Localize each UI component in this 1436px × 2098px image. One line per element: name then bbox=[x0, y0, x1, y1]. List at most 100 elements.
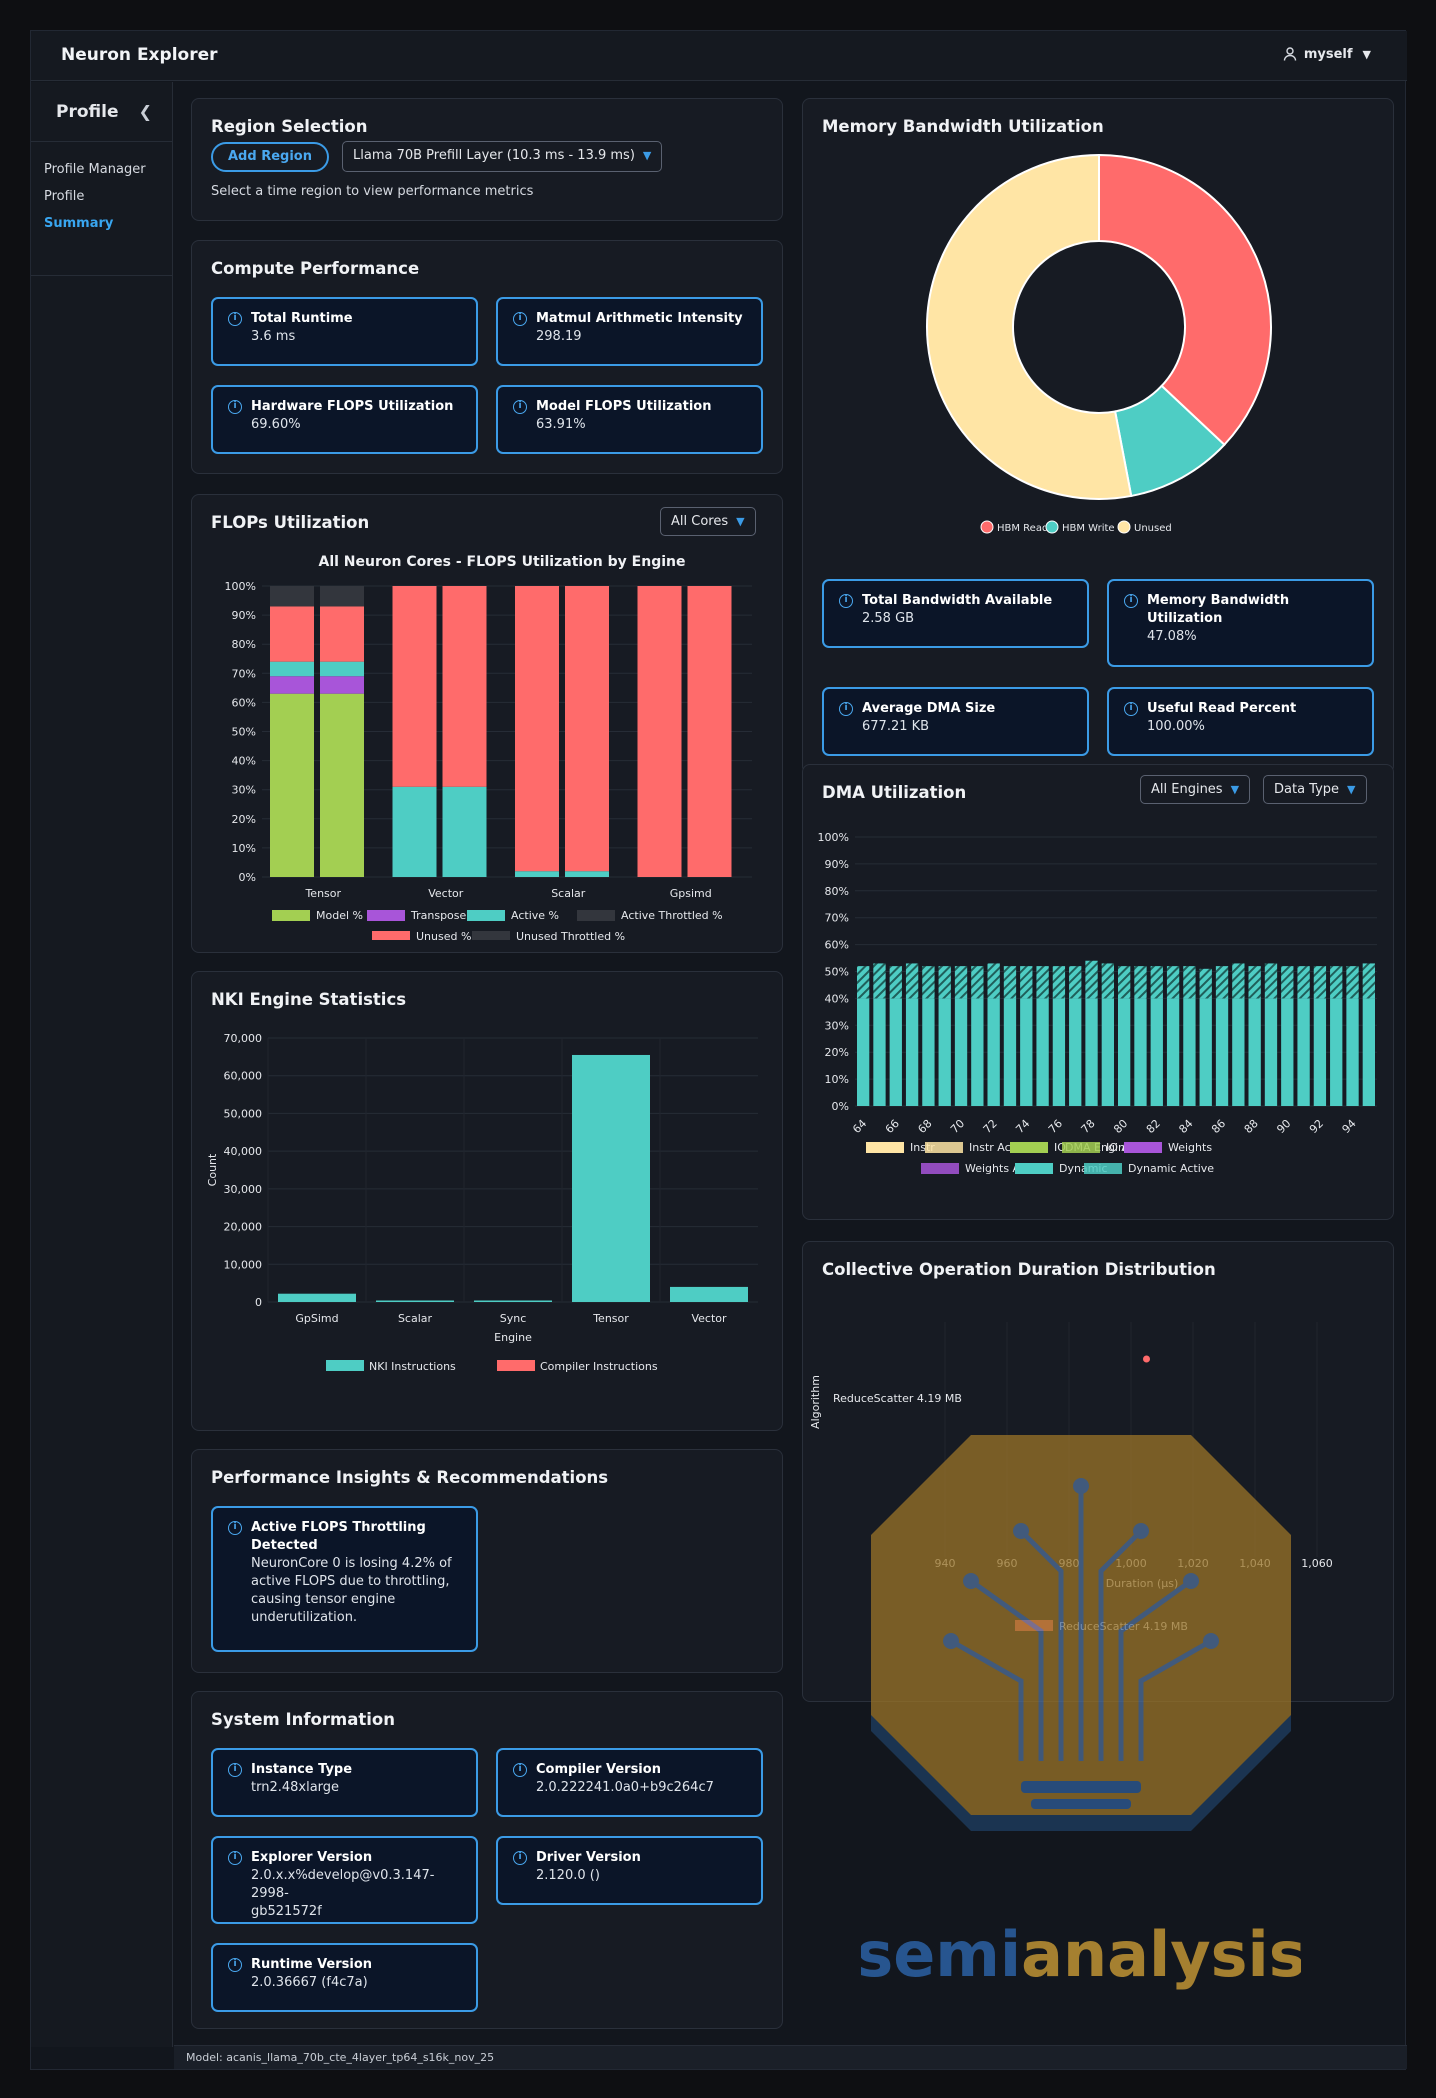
footer-model-label: Model: acanis_llama_70b_cte_4layer_tp64_… bbox=[174, 2045, 1407, 2069]
info-icon[interactable]: i bbox=[513, 400, 527, 414]
bar-segment bbox=[270, 693, 314, 877]
card-label: Model FLOPS Utilization bbox=[536, 399, 712, 414]
user-menu[interactable]: myself ▼ bbox=[1282, 46, 1371, 62]
bar-segment bbox=[1166, 998, 1180, 1106]
card-label: Total Runtime bbox=[251, 311, 353, 326]
cores-dropdown[interactable]: All Cores ▼ bbox=[660, 507, 756, 536]
dropdown-arrow-icon: ▼ bbox=[1347, 783, 1356, 796]
average-dma-size-card: i Average DMA Size 677.21 KB bbox=[822, 687, 1089, 756]
bar-segment bbox=[922, 966, 935, 999]
sidebar-item-profile[interactable]: Profile bbox=[44, 189, 85, 204]
dropdown-arrow-icon: ▼ bbox=[642, 149, 652, 162]
engines-dropdown[interactable]: All Engines ▼ bbox=[1140, 775, 1251, 804]
legend-swatch bbox=[1015, 1163, 1053, 1174]
info-icon[interactable]: i bbox=[1124, 702, 1138, 716]
bar-segment bbox=[905, 963, 919, 999]
y-tick-label: 20% bbox=[825, 1046, 849, 1059]
insights-title: Performance Insights & Recommendations bbox=[211, 1468, 609, 1487]
bar-segment bbox=[954, 998, 968, 1106]
y-tick-label: 20% bbox=[232, 813, 256, 826]
legend-label: Model % bbox=[316, 909, 363, 922]
info-icon[interactable]: i bbox=[228, 400, 242, 414]
data-type-dropdown[interactable]: Data Type ▼ bbox=[1263, 775, 1367, 804]
useful-read-percent-card: i Useful Read Percent 100.00% bbox=[1107, 687, 1374, 756]
info-icon[interactable]: i bbox=[228, 1521, 242, 1535]
info-icon[interactable]: i bbox=[228, 1763, 242, 1777]
info-icon[interactable]: i bbox=[513, 1763, 527, 1777]
info-icon[interactable]: i bbox=[513, 312, 527, 326]
card-label: Useful Read Percent bbox=[1147, 701, 1297, 716]
card-label: Matmul Arithmetic Intensity bbox=[536, 311, 743, 326]
legend-label: Dynamic Active bbox=[1128, 1162, 1214, 1175]
card-value: 47.08% bbox=[1147, 629, 1197, 644]
bar-segment bbox=[873, 998, 886, 1106]
pie-slice bbox=[1098, 153, 1272, 447]
chevron-down-icon: ▼ bbox=[1362, 47, 1371, 61]
legend-label: Transpose % bbox=[410, 909, 480, 922]
x-tick-label: GpSimd bbox=[295, 1312, 338, 1325]
card-label: Runtime Version bbox=[251, 1957, 373, 1972]
x-tick-label: Tensor bbox=[304, 887, 341, 900]
bar-segment bbox=[637, 586, 682, 877]
legend-swatch bbox=[866, 1142, 904, 1153]
x-tick-label: 66 bbox=[883, 1117, 902, 1136]
info-icon[interactable]: i bbox=[513, 1851, 527, 1865]
x-tick-label: 1,040 bbox=[1239, 1557, 1271, 1570]
card-text: NeuronCore 0 is losing 4.2% of bbox=[251, 1556, 452, 1571]
info-icon[interactable]: i bbox=[228, 1851, 242, 1865]
legend-label: Unused % bbox=[416, 930, 471, 940]
y-tick-label: 0 bbox=[255, 1296, 262, 1309]
bar-segment bbox=[1199, 968, 1212, 999]
bar-segment bbox=[1003, 966, 1017, 999]
x-tick-label: 70 bbox=[948, 1117, 967, 1136]
nki-chart: 0 10,000 20,000 30,000 40,000 50,000 60,000 70,… bbox=[206, 1032, 758, 1373]
legend-label: Active % bbox=[511, 909, 559, 922]
x-tick-label: 76 bbox=[1046, 1117, 1065, 1136]
region-dropdown[interactable]: Llama 70B Prefill Layer (10.3 ms - 13.9 … bbox=[342, 141, 663, 172]
bar-segment bbox=[1020, 966, 1033, 999]
bar-segment bbox=[938, 966, 951, 999]
bar-segment bbox=[1232, 963, 1245, 999]
card-label: Explorer Version bbox=[251, 1850, 373, 1865]
sidebar-item-summary[interactable]: Summary bbox=[44, 216, 114, 231]
collapse-chevron-icon[interactable]: ❮ bbox=[138, 102, 152, 121]
info-icon[interactable]: i bbox=[1124, 594, 1138, 608]
sidebar-title: Profile bbox=[56, 102, 119, 122]
bar-segment bbox=[442, 786, 487, 877]
x-tick-label: 68 bbox=[915, 1117, 934, 1136]
x-tick-label: 80 bbox=[1111, 1117, 1130, 1136]
app-title: Neuron Explorer bbox=[61, 45, 218, 65]
info-icon[interactable]: i bbox=[228, 1958, 242, 1972]
memory-donut-chart: HBM Read HBM Write Unused bbox=[925, 153, 1272, 534]
x-tick-label: 72 bbox=[981, 1117, 1000, 1136]
add-region-button[interactable]: Add Region bbox=[211, 142, 329, 172]
bar-segment bbox=[1069, 998, 1082, 1106]
y-tick-label: 10% bbox=[825, 1073, 849, 1086]
bar-segment bbox=[1330, 998, 1343, 1106]
dma-utilization-panel: DMA Utilization All Engines ▼ Data Type ▼ … bbox=[802, 764, 1394, 1220]
legend-label: Unused bbox=[1134, 523, 1172, 534]
legend-swatch bbox=[467, 910, 505, 921]
bar-segment bbox=[1020, 998, 1033, 1106]
sidebar-item-profile-manager[interactable]: Profile Manager bbox=[44, 162, 146, 177]
card-text: active FLOPS due to throttling, bbox=[251, 1574, 450, 1589]
info-icon[interactable]: i bbox=[839, 702, 853, 716]
y-tick-label: 80% bbox=[232, 638, 256, 651]
info-icon[interactable]: i bbox=[228, 312, 242, 326]
x-tick-label: 86 bbox=[1209, 1117, 1228, 1136]
watermark-text-b: analysis bbox=[1021, 1918, 1301, 1991]
bar-segment bbox=[320, 661, 364, 677]
data-type-dropdown-value: Data Type bbox=[1274, 782, 1340, 797]
info-icon[interactable]: i bbox=[839, 594, 853, 608]
y-tick-label: 80% bbox=[825, 885, 849, 898]
x-tick-label: 74 bbox=[1013, 1117, 1032, 1136]
bar-segment bbox=[1134, 998, 1147, 1106]
bar-segment bbox=[1362, 963, 1375, 999]
bar-segment bbox=[1118, 998, 1131, 1106]
bar-segment bbox=[1183, 966, 1196, 999]
bar-segment bbox=[1036, 966, 1049, 999]
card-value: 3.6 ms bbox=[251, 329, 296, 344]
x-tick-label: 88 bbox=[1242, 1117, 1261, 1136]
bar-segment bbox=[320, 676, 364, 694]
card-value: 298.19 bbox=[536, 329, 582, 344]
